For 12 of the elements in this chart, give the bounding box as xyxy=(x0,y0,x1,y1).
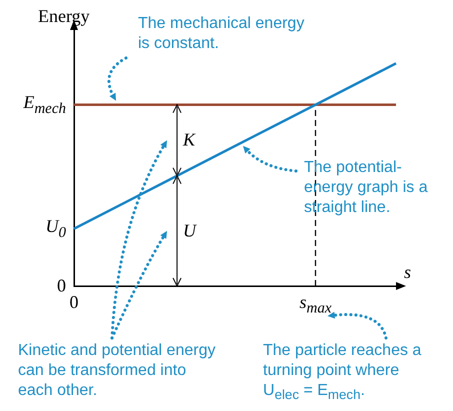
text: 0 xyxy=(57,276,66,296)
ref-line-label: E$_{mech}$ xyxy=(23,92,66,118)
x-axis-title: s xyxy=(404,262,412,283)
annotation: The potential-energy graph is a straight line. xyxy=(304,158,429,218)
text: The particle reaches a turning point where U$_{elec}$ = E$_{mech}$. xyxy=(263,341,422,404)
annotation: U$_{0}$ xyxy=(46,216,66,242)
annotation: U xyxy=(183,220,196,242)
text: Kinetic and potential energy can be transformed into each other. xyxy=(18,341,216,401)
text: The mechanical energy is constant. xyxy=(138,14,306,54)
annotation: K xyxy=(183,130,196,151)
x-tick-label: s$_{max}$ xyxy=(299,292,332,318)
y-axis-title: Energy xyxy=(38,6,90,27)
